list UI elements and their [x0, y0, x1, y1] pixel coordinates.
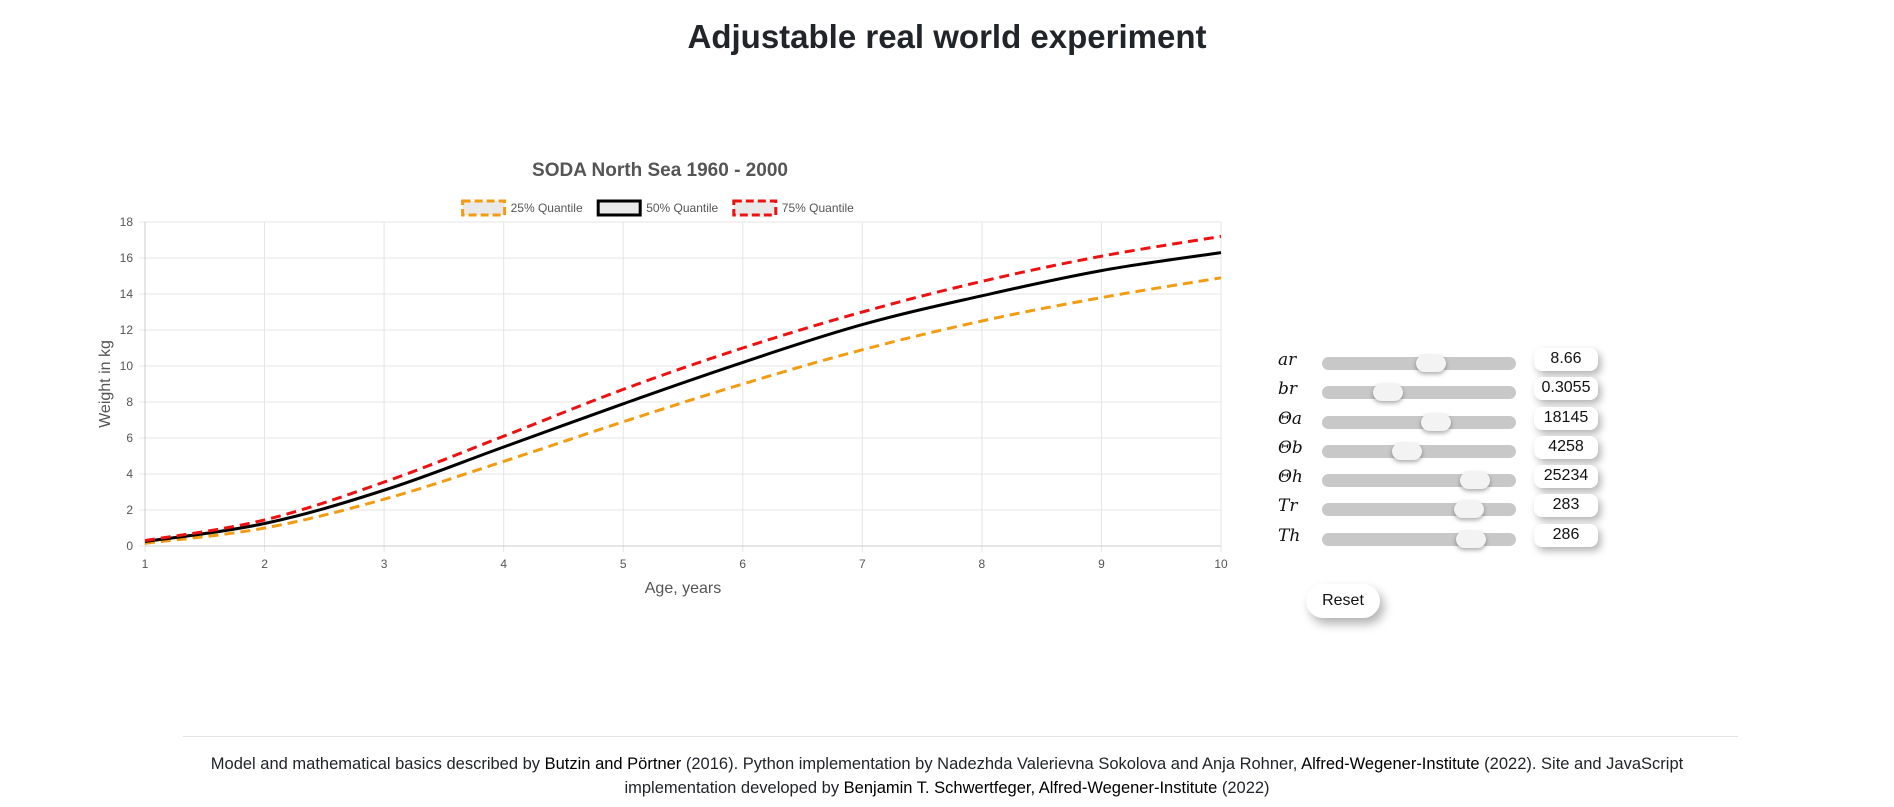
- y-tick-label: 8: [126, 395, 133, 409]
- y-tick-label: 10: [120, 359, 134, 373]
- parameter-symbol: Θb: [1278, 437, 1303, 458]
- parameter-value-input[interactable]: 283: [1534, 494, 1598, 518]
- parameter-slider[interactable]: [1322, 442, 1516, 460]
- parameter-row: Tr 283: [1278, 492, 1608, 521]
- y-tick-label: 18: [120, 215, 134, 229]
- parameter-row: Θa 18145: [1278, 405, 1608, 434]
- y-tick-label: 16: [120, 251, 134, 265]
- footer-text: (2022): [1217, 779, 1270, 797]
- parameter-value-input[interactable]: 25234: [1534, 465, 1598, 489]
- parameter-slider[interactable]: [1322, 472, 1516, 490]
- footer: Model and mathematical basics described …: [200, 752, 1694, 800]
- footer-divider: [183, 736, 1738, 737]
- footer-text: Model and mathematical basics described …: [210, 755, 545, 773]
- parameter-symbol: Th: [1278, 525, 1301, 546]
- legend-label: 75% Quantile: [782, 201, 854, 215]
- series-line-q25-quantile: [144, 276, 1222, 545]
- butzin-portner-link[interactable]: Butzin and Pörtner: [544, 755, 682, 773]
- parameter-row: ar 8.66: [1278, 346, 1608, 375]
- parameter-value-input[interactable]: 0.3055: [1534, 377, 1598, 401]
- x-tick-label: 9: [1098, 557, 1105, 571]
- chart-title: SODA North Sea 1960 - 2000: [532, 160, 788, 181]
- parameter-slider[interactable]: [1322, 530, 1516, 548]
- parameter-value-input[interactable]: 4258: [1534, 435, 1598, 459]
- y-tick-label: 2: [126, 503, 133, 517]
- parameter-row: Θb 4258: [1278, 434, 1608, 463]
- chart-legend[interactable]: 25% Quantile 50% Quantile 75% Quantile: [461, 199, 855, 217]
- chart-grid: [139, 221, 1222, 552]
- parameter-value-input[interactable]: 18145: [1534, 406, 1598, 430]
- legend-swatch: [461, 199, 507, 217]
- slider-thumb[interactable]: [1456, 530, 1487, 548]
- footer-text: (2016). Python implementation by Nadezhd…: [681, 755, 1302, 773]
- x-tick-label: 7: [859, 557, 866, 571]
- parameter-panel: ar 8.66 br 0.3055 Θa 18145 Θb 4258 Θh 25234 Tr 283 T…: [1278, 346, 1608, 551]
- y-axis-title: Weight in kg: [97, 340, 114, 428]
- x-tick-label: 3: [381, 557, 388, 571]
- x-tick-label: 5: [620, 557, 627, 571]
- series-line-q75-quantile: [144, 234, 1222, 543]
- x-tick-label: 1: [142, 557, 149, 571]
- x-tick-label: 8: [979, 557, 986, 571]
- parameter-row: br 0.3055: [1278, 375, 1608, 404]
- slider-thumb[interactable]: [1460, 472, 1491, 490]
- legend-swatch: [732, 199, 778, 217]
- legend-label: 25% Quantile: [511, 201, 583, 215]
- parameter-slider[interactable]: [1322, 501, 1516, 519]
- parameter-row: Th 286: [1278, 522, 1608, 551]
- legend-item[interactable]: 25% Quantile: [461, 199, 583, 217]
- legend-label: 50% Quantile: [646, 201, 718, 215]
- x-tick-label: 4: [500, 557, 507, 571]
- y-tick-label: 6: [126, 431, 133, 445]
- slider-thumb[interactable]: [1415, 355, 1446, 372]
- slider-thumb[interactable]: [1421, 413, 1452, 431]
- parameter-symbol: Θa: [1278, 408, 1303, 429]
- parameter-slider[interactable]: [1322, 384, 1516, 402]
- y-tick-label: 0: [126, 539, 133, 553]
- parameter-value-input[interactable]: 8.66: [1534, 348, 1598, 371]
- legend-item[interactable]: 50% Quantile: [596, 199, 719, 217]
- parameter-slider[interactable]: [1322, 413, 1516, 431]
- slider-thumb[interactable]: [1454, 501, 1485, 519]
- x-tick-label: 6: [739, 557, 746, 571]
- y-tick-label: 4: [126, 467, 133, 481]
- parameter-row: Θh 25234: [1278, 463, 1608, 492]
- slider-thumb[interactable]: [1392, 442, 1423, 460]
- legend-swatch: [596, 199, 642, 217]
- parameter-slider[interactable]: [1322, 355, 1516, 372]
- schwertfeger-link[interactable]: Benjamin T. Schwertfeger, Alfred-Wegener…: [843, 779, 1218, 797]
- x-tick-label: 10: [1214, 557, 1228, 571]
- chart-series: [144, 234, 1222, 545]
- parameter-symbol: Tr: [1278, 496, 1298, 517]
- footer-text: (2022). Site and JavaScript implementati…: [624, 755, 1684, 797]
- reset-button[interactable]: Reset: [1306, 584, 1380, 618]
- awi-link[interactable]: Alfred-Wegener-Institute: [1301, 755, 1480, 773]
- parameter-symbol: br: [1278, 379, 1298, 400]
- series-line-q50-quantile: [144, 251, 1222, 543]
- legend-item[interactable]: 75% Quantile: [732, 199, 854, 217]
- parameter-symbol: Θh: [1278, 467, 1303, 488]
- slider-thumb[interactable]: [1372, 384, 1403, 402]
- x-tick-label: 2: [261, 557, 268, 571]
- page-title: Adjustable real world experiment: [687, 18, 1207, 55]
- parameter-value-input[interactable]: 286: [1534, 523, 1598, 547]
- parameter-symbol: ar: [1278, 350, 1297, 370]
- y-tick-label: 12: [120, 323, 134, 337]
- y-tick-label: 14: [120, 287, 134, 301]
- x-axis-title: Age, years: [645, 580, 721, 597]
